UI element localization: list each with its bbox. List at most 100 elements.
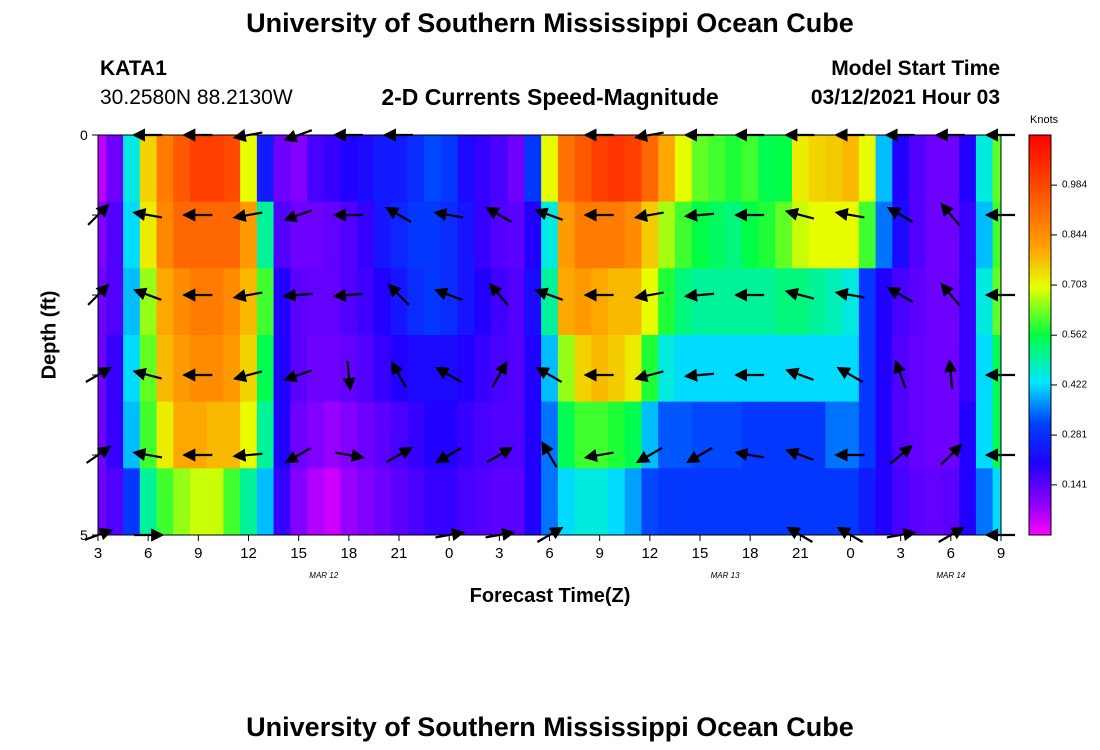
- heatmap-cell: [825, 468, 843, 536]
- colorbar-unit: Knots: [1030, 114, 1059, 126]
- current-vector-arrow: [132, 447, 163, 461]
- current-vector-arrow: [893, 359, 907, 389]
- heatmap-cell: [825, 201, 843, 269]
- heatmap-cell: [173, 201, 191, 269]
- x-tick-label: 6: [143, 545, 153, 562]
- heatmap-cell: [390, 135, 408, 203]
- heatmap-cell: [842, 401, 860, 469]
- heatmap-cell: [424, 468, 442, 536]
- heatmap-cell: [273, 335, 291, 403]
- current-vector-arrow: [485, 206, 513, 223]
- x-axis-label: Forecast Time(Z): [469, 585, 631, 607]
- heatmap-cell: [189, 135, 208, 203]
- current-vector-arrow: [132, 367, 162, 381]
- heatmap-cell: [658, 468, 676, 536]
- x-tick-label: 12: [641, 545, 659, 562]
- heatmap-cell: [189, 201, 208, 269]
- heatmap-cell: [892, 468, 910, 536]
- current-vector-arrow: [283, 209, 313, 223]
- heatmap-cell: [791, 268, 810, 336]
- heatmap-cell: [858, 135, 877, 203]
- heatmap-cell: [691, 468, 709, 536]
- heatmap-cell: [591, 335, 609, 403]
- heatmap-cell: [256, 335, 275, 403]
- heatmap-cell: [440, 135, 459, 203]
- heatmap-cell: [407, 135, 425, 203]
- heatmap-cell: [273, 468, 291, 536]
- heatmap-cell: [139, 335, 158, 403]
- heatmap-cell: [842, 135, 860, 203]
- current-vector-arrow: [232, 289, 263, 303]
- heatmap-cell: [340, 268, 358, 336]
- heatmap-cell: [591, 468, 609, 536]
- heatmap-cell: [909, 135, 927, 203]
- heatmap-cell: [959, 335, 977, 403]
- heatmap-cell: [641, 268, 659, 336]
- heatmap-cell: [240, 335, 258, 403]
- heatmap-cell: [340, 401, 358, 469]
- heatmap-cell: [925, 135, 943, 203]
- heatmap-cell: [658, 268, 676, 336]
- current-vector-arrow: [284, 447, 312, 464]
- heatmap-cell: [173, 135, 191, 203]
- heatmap-cell: [741, 335, 760, 403]
- heatmap-cell: [139, 468, 158, 536]
- heatmap-cell: [925, 468, 943, 536]
- heatmap-cell: [808, 468, 826, 536]
- heatmap-cell: [123, 401, 141, 469]
- current-vector-arrow: [940, 202, 961, 227]
- heatmap-cell: [875, 135, 893, 203]
- heatmap-cell: [206, 268, 224, 336]
- heatmap-cell: [307, 268, 325, 336]
- current-vector-arrow: [685, 447, 713, 464]
- heatmap-cell: [858, 268, 877, 336]
- current-vector-arrow: [784, 207, 815, 221]
- heatmap-cell: [223, 468, 241, 536]
- heatmap-cell: [323, 468, 341, 536]
- heatmap-cell: [875, 268, 893, 336]
- current-vector-arrow: [232, 209, 263, 223]
- x-tick-label: 18: [340, 545, 358, 562]
- heatmap-cell: [975, 135, 994, 203]
- x-tick-label: 9: [595, 545, 604, 562]
- heatmap-cell: [106, 135, 124, 203]
- heatmap-cell: [658, 335, 676, 403]
- heatmap-cell: [574, 401, 592, 469]
- heatmap-cell: [373, 268, 392, 336]
- heatmap-cell: [541, 468, 559, 536]
- heatmap-cell: [223, 268, 241, 336]
- heatmap-cell: [457, 401, 475, 469]
- heatmap-cell: [741, 401, 760, 469]
- heatmap-cell: [608, 268, 626, 336]
- heatmap-cell: [842, 335, 860, 403]
- heatmap-cell: [440, 468, 459, 536]
- heatmap-cell: [992, 335, 1002, 403]
- current-vector-arrow: [734, 447, 765, 461]
- current-vector-arrow: [534, 207, 564, 221]
- x-tick-label: 9: [194, 545, 203, 562]
- heatmap-cell: [775, 468, 793, 536]
- heatmap-cell: [775, 268, 793, 336]
- heatmap-cell: [357, 401, 375, 469]
- heatmap-cell: [825, 268, 843, 336]
- heatmap-cell: [223, 335, 241, 403]
- heatmap-cell: [608, 401, 626, 469]
- heatmap-cell: [98, 268, 107, 336]
- heatmap-cell: [206, 135, 224, 203]
- current-vector-arrow: [889, 444, 914, 465]
- current-vector-arrow: [435, 447, 462, 464]
- heatmap-cell: [658, 201, 676, 269]
- heatmap-cell: [975, 268, 994, 336]
- heatmap-cell: [106, 401, 124, 469]
- heatmap-cell: [959, 468, 977, 536]
- heatmap-cell: [909, 335, 927, 403]
- heatmap-cell: [474, 468, 492, 536]
- heatmap-cell: [591, 201, 609, 269]
- page-title: University of Southern Mississippi Ocean…: [246, 8, 854, 38]
- heatmap-cell: [825, 401, 843, 469]
- y-tick-bottom: 5: [80, 527, 88, 543]
- current-vector-arrow: [232, 448, 263, 462]
- current-vector-arrow: [491, 360, 508, 388]
- x-tick-label: 3: [896, 545, 905, 562]
- heatmap-cell: [407, 201, 425, 269]
